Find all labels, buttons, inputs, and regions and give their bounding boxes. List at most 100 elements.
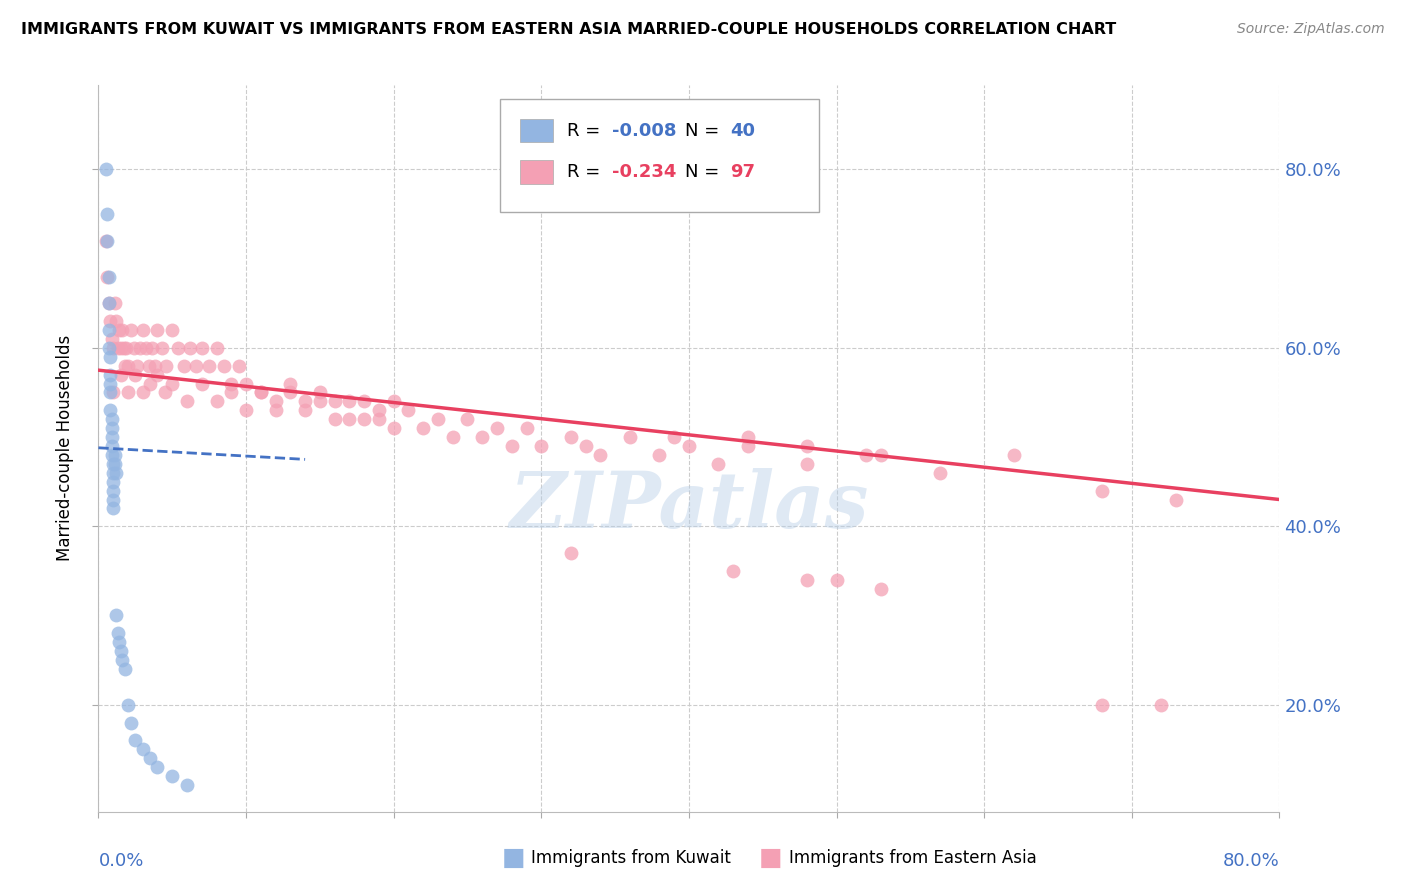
Text: R =: R = (567, 121, 606, 139)
Point (146, 323, 169, 337)
FancyBboxPatch shape (501, 99, 818, 212)
Text: 80.0%: 80.0% (1223, 852, 1279, 870)
Text: Immigrants from Eastern Asia: Immigrants from Eastern Asia (789, 849, 1036, 867)
Point (96, 207, 118, 221)
Point (530, 439, 553, 453)
Point (122, 341, 145, 355)
Point (104, 296, 127, 310)
Point (167, 341, 190, 355)
Point (110, 368, 132, 382)
Point (235, 376, 257, 391)
Point (98, 403, 121, 417)
Point (471, 430, 494, 444)
Point (678, 439, 700, 453)
Text: ■: ■ (759, 847, 782, 870)
Point (138, 359, 160, 373)
Point (205, 394, 228, 409)
Point (97, 269, 120, 284)
Point (870, 448, 893, 462)
Point (97, 341, 120, 355)
Point (100, 412, 122, 426)
FancyBboxPatch shape (520, 119, 553, 142)
Point (648, 448, 671, 462)
Point (108, 323, 131, 337)
Point (114, 662, 136, 676)
Point (309, 394, 332, 409)
Point (173, 359, 195, 373)
Point (1002, 448, 1025, 462)
Point (117, 359, 139, 373)
Point (103, 483, 125, 498)
Point (100, 448, 122, 462)
Point (128, 341, 150, 355)
Point (162, 769, 183, 783)
Point (135, 341, 157, 355)
Point (796, 457, 818, 471)
Point (153, 385, 176, 400)
Point (264, 403, 287, 417)
Point (98, 376, 121, 391)
Point (221, 376, 243, 391)
Point (737, 430, 759, 444)
Point (501, 439, 523, 453)
Point (280, 376, 302, 391)
Point (143, 359, 166, 373)
Point (212, 359, 235, 373)
Point (323, 394, 346, 409)
Text: -0.008: -0.008 (612, 121, 676, 139)
Point (368, 403, 391, 417)
Point (368, 412, 391, 426)
Point (486, 421, 509, 435)
Point (309, 385, 332, 400)
Text: -0.234: -0.234 (612, 163, 676, 181)
Point (103, 385, 125, 400)
FancyBboxPatch shape (520, 161, 553, 184)
Point (205, 341, 228, 355)
Point (103, 457, 125, 471)
Text: IMMIGRANTS FROM KUWAIT VS IMMIGRANTS FROM EASTERN ASIA MARRIED-COUPLE HOUSEHOLDS: IMMIGRANTS FROM KUWAIT VS IMMIGRANTS FRO… (21, 22, 1116, 37)
Point (1150, 698, 1173, 712)
Point (855, 448, 877, 462)
Point (575, 439, 598, 453)
Point (150, 341, 173, 355)
Text: 0.0%: 0.0% (98, 852, 143, 870)
Point (162, 323, 183, 337)
Point (98, 385, 121, 400)
Point (110, 644, 132, 658)
Point (516, 421, 538, 435)
Point (250, 385, 273, 400)
Point (132, 323, 155, 337)
Point (100, 439, 122, 453)
Point (117, 698, 139, 712)
Point (132, 742, 155, 756)
Point (94, 234, 117, 248)
Point (382, 421, 405, 435)
Point (100, 421, 122, 435)
Point (100, 332, 122, 346)
Point (124, 733, 146, 747)
Point (103, 475, 125, 489)
Point (560, 430, 582, 444)
Point (619, 430, 641, 444)
Point (176, 394, 198, 409)
Point (398, 403, 420, 417)
Text: 40: 40 (730, 121, 755, 139)
Point (796, 573, 818, 587)
Point (191, 376, 214, 391)
Text: Source: ZipAtlas.com: Source: ZipAtlas.com (1237, 22, 1385, 37)
Point (589, 448, 612, 462)
Point (155, 359, 177, 373)
Point (105, 466, 128, 480)
Point (1091, 698, 1114, 712)
Point (104, 448, 127, 462)
Point (125, 359, 148, 373)
Point (100, 430, 122, 444)
Point (111, 653, 134, 667)
Point (457, 412, 479, 426)
Text: 97: 97 (730, 163, 755, 181)
Point (110, 341, 132, 355)
Point (105, 314, 128, 328)
Point (235, 403, 257, 417)
Point (112, 341, 135, 355)
Point (427, 412, 450, 426)
